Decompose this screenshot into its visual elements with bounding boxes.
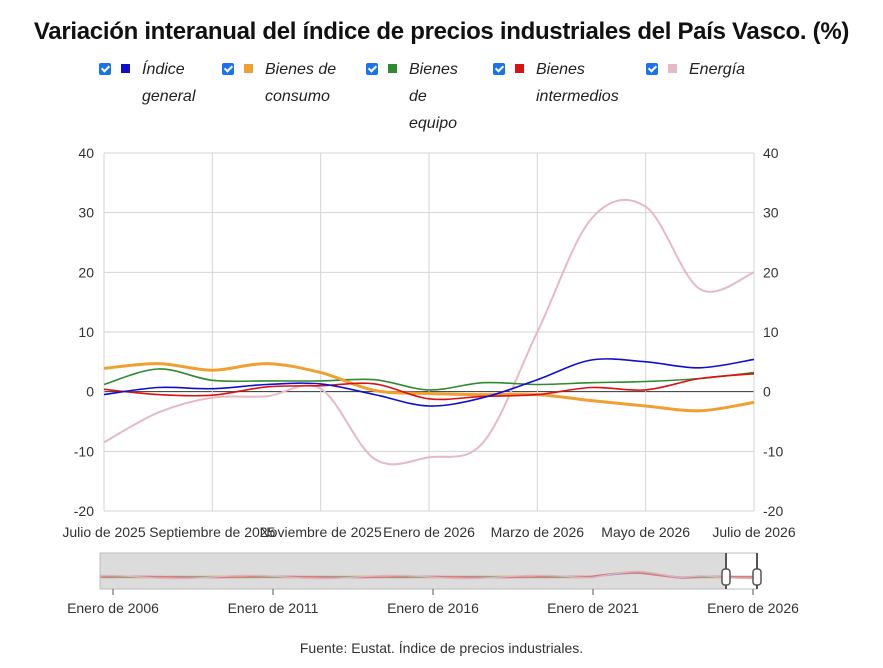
chart-source: Fuente: Eustat. Índice de precios indust… [299, 640, 584, 656]
legend-swatch-bienes-intermedios [515, 64, 524, 73]
legend-label-indice-general: Índice general [142, 61, 196, 105]
y-tick-label-right: 10 [763, 324, 779, 340]
x-tick-label: Septiembre de 2025 [149, 524, 275, 540]
legend-label-bienes-consumo: Bienes de consumo [265, 61, 337, 105]
legend-checkbox-energia[interactable] [646, 63, 658, 75]
navigator-label: Enero de 2016 [387, 600, 479, 616]
navigator-background[interactable] [100, 553, 757, 589]
legend-item-indice-general[interactable]: Índice general [99, 56, 202, 110]
x-tick-label: Julio de 2025 [62, 524, 146, 540]
legend-checkbox-bienes-consumo[interactable] [222, 63, 234, 75]
y-tick-label-left: 40 [78, 145, 94, 161]
navigator-overview-line [100, 570, 755, 580]
legend-label-bienes-equipo: Bienes de equipo [409, 61, 458, 132]
y-tick-label-right: -20 [763, 503, 783, 519]
navigator-label: Enero de 2011 [228, 600, 319, 616]
legend-swatch-energia [668, 64, 677, 73]
range-navigator[interactable]: Enero de 2006 Enero de 2011 Enero de 2016 E… [67, 552, 799, 616]
x-tick-label: Marzo de 2026 [491, 524, 585, 540]
y-tick-label-left: 20 [78, 264, 94, 280]
y-tick-label-left: 0 [86, 384, 94, 400]
legend-label-bienes-intermedios: Bienes intermedios [536, 61, 619, 105]
chart-title: Variación interanual del índice de preci… [33, 18, 850, 45]
series-line-bienes-intermedios [103, 373, 755, 401]
y-tick-label-right: 0 [763, 384, 771, 400]
x-tick-label: Enero de 2026 [383, 524, 475, 540]
series-line-bienes-consumo [103, 362, 755, 413]
navigator-handle-left[interactable] [721, 568, 731, 586]
navigator-label: Enero de 2021 [547, 600, 639, 616]
series-line-bienes-equipo [103, 368, 755, 391]
chart-series [103, 198, 755, 466]
y-tick-label-right: 40 [763, 145, 779, 161]
legend-label-energia: Energía [689, 61, 746, 78]
legend-checkbox-indice-general[interactable] [99, 63, 111, 75]
legend-swatch-indice-general [121, 64, 130, 73]
series-line-indice-general [103, 358, 755, 407]
series-line-energia [103, 198, 755, 466]
legend-swatch-bienes-equipo [388, 64, 397, 73]
y-tick-label-right: 30 [763, 205, 779, 221]
y-tick-label-right: 20 [763, 264, 779, 280]
legend-item-bienes-equipo[interactable]: Bienes de equipo [366, 56, 469, 137]
y-tick-label-left: -10 [74, 443, 94, 459]
legend-item-energia[interactable]: Energía [646, 56, 769, 83]
legend-checkbox-bienes-equipo[interactable] [366, 63, 378, 75]
navigator-label: Enero de 2006 [67, 600, 159, 616]
y-tick-label-left: 10 [78, 324, 94, 340]
y-tick-label-left: -20 [74, 503, 94, 519]
legend-item-bienes-intermedios[interactable]: Bienes intermedios [493, 56, 632, 110]
x-tick-label: Mayo de 2026 [601, 524, 690, 540]
navigator-selection[interactable] [726, 553, 757, 589]
legend-checkbox-bienes-intermedios[interactable] [493, 63, 505, 75]
x-tick-label: Julio de 2026 [712, 524, 796, 540]
legend-swatch-bienes-consumo [244, 64, 253, 73]
chart-axes: 40 40 30 30 20 20 10 10 0 0 -10 -10 -20 -20 Julio de 2… [62, 145, 796, 540]
navigator-handle-right[interactable] [752, 568, 762, 586]
navigator-label: Enero de 2026 [707, 600, 799, 616]
y-tick-label-left: 30 [78, 205, 94, 221]
x-tick-label: Noviembre de 2025 [260, 524, 382, 540]
legend-item-bienes-consumo[interactable]: Bienes de consumo [222, 56, 345, 110]
y-tick-label-right: -10 [763, 443, 783, 459]
